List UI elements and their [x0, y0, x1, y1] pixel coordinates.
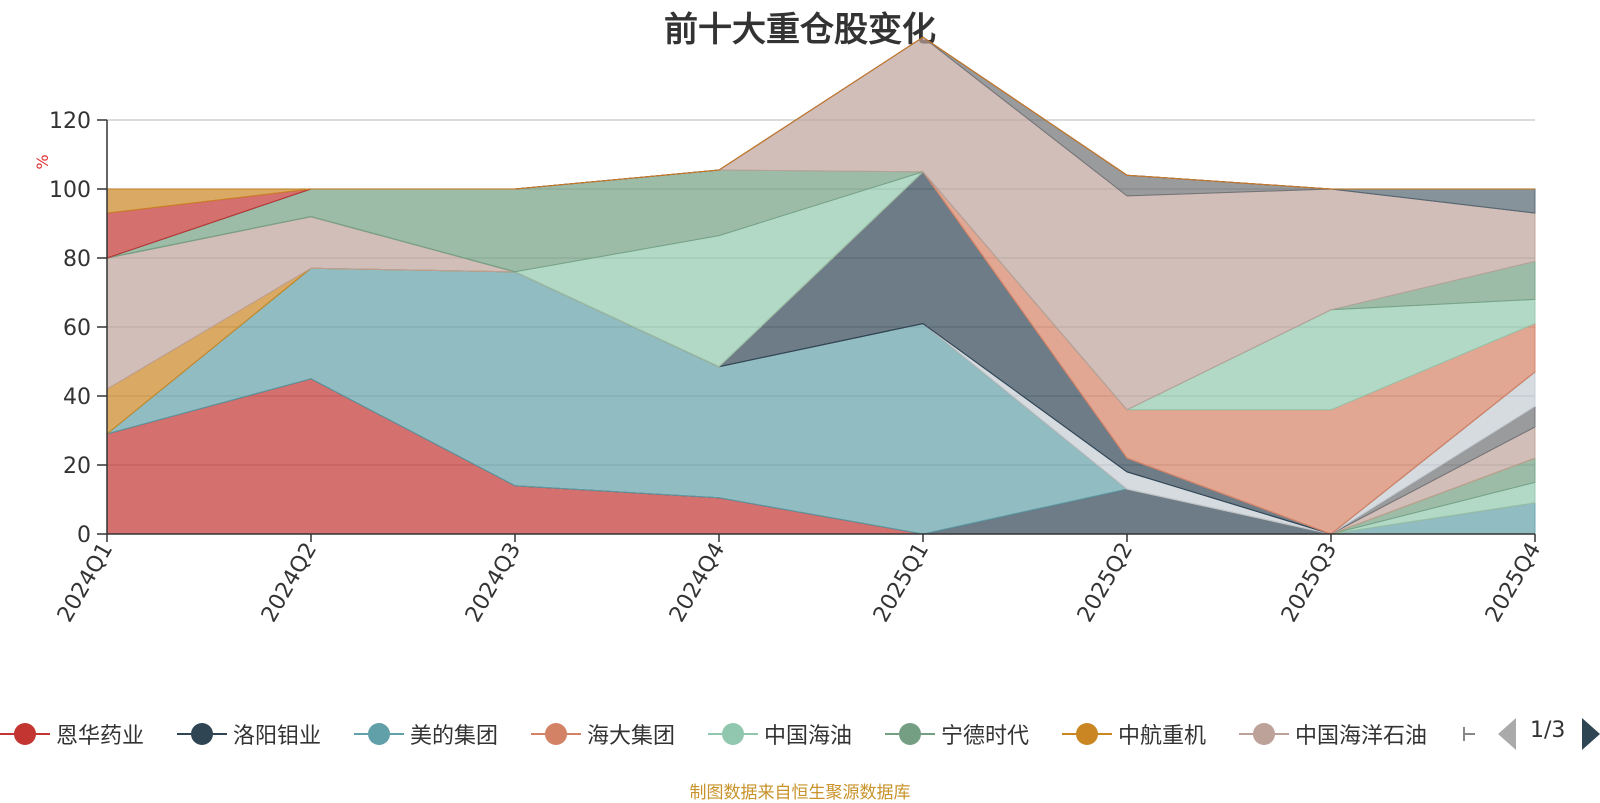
source-note: 制图数据来自恒生聚源数据库 — [689, 783, 911, 803]
y-axis-unit-label: % — [33, 154, 52, 169]
legend-swatch-icon — [885, 716, 935, 752]
legend-item[interactable]: 恩华药业 — [0, 716, 144, 752]
x-tick-label: 2024Q4 — [665, 539, 730, 627]
legend-swatch-icon — [708, 716, 758, 752]
legend-prev-page-arrow-icon[interactable] — [1498, 718, 1516, 750]
legend-swatch-icon — [0, 716, 50, 752]
x-tick-label: 2025Q2 — [1073, 539, 1138, 627]
legend-item[interactable]: 中国海洋石油 — [1239, 716, 1427, 752]
x-tick-label: 2024Q1 — [53, 539, 118, 627]
legend-label: 恩华药业 — [56, 724, 145, 749]
legend-label: 美的集团 — [410, 724, 499, 749]
legend-item[interactable]: 美的集团 — [354, 716, 498, 752]
legend-label: 宁德时代 — [941, 724, 1030, 749]
legend-label: 洛阳钼业 — [233, 724, 322, 749]
legend-label: 中航重机 — [1118, 724, 1207, 749]
y-tick-label: 60 — [63, 316, 91, 341]
legend-item[interactable]: 中航重机 — [1062, 716, 1206, 752]
legend-label: 海大集团 — [587, 724, 676, 749]
legend: 恩华药业 洛阳钼业 美的集团 海大集团 中国海油 宁德时代 中航重机 中国海洋石油 — [0, 716, 1600, 752]
x-tick-label: 2025Q3 — [1277, 539, 1342, 627]
area-series-21[interactable] — [106, 36, 1535, 214]
legend-swatch-icon — [1062, 716, 1112, 752]
legend-overflow-marker — [1463, 716, 1475, 752]
chart-title: 前十大重仓股变化 — [664, 10, 936, 50]
y-tick-label: 40 — [63, 385, 91, 410]
x-tick-label: 2024Q2 — [257, 539, 322, 627]
x-tick-label: 2024Q3 — [461, 539, 526, 627]
legend-swatch-icon — [354, 716, 404, 752]
y-tick-label: 80 — [63, 247, 91, 272]
area-series-layer — [106, 36, 1536, 535]
y-tick-label: 120 — [49, 109, 91, 134]
legend-swatch-icon — [177, 716, 227, 752]
legend-label: 中国海油 — [764, 724, 853, 749]
legend-label: 中国海洋石油 — [1295, 724, 1428, 749]
y-tick-label: 100 — [49, 178, 91, 203]
legend-item[interactable]: 海大集团 — [531, 716, 675, 752]
legend-page-indicator: 1/3 — [1530, 718, 1566, 743]
legend-swatch-icon — [531, 716, 581, 752]
legend-next-page-arrow-icon[interactable] — [1582, 718, 1600, 750]
legend-item[interactable]: 宁德时代 — [885, 716, 1029, 752]
legend-swatch-icon — [1239, 716, 1289, 752]
stacked-area-chart: 0 20 40 60 80 100 120 2024Q1 2024Q2 2024Q3 2024Q4 2… — [33, 36, 1546, 627]
legend-item[interactable]: 洛阳钼业 — [177, 716, 321, 752]
x-tick-label: 2025Q1 — [869, 539, 934, 627]
x-tick-label: 2025Q4 — [1481, 539, 1546, 627]
y-tick-label: 20 — [63, 454, 91, 479]
legend-item[interactable]: 中国海油 — [708, 716, 852, 752]
y-tick-label: 0 — [77, 523, 91, 548]
